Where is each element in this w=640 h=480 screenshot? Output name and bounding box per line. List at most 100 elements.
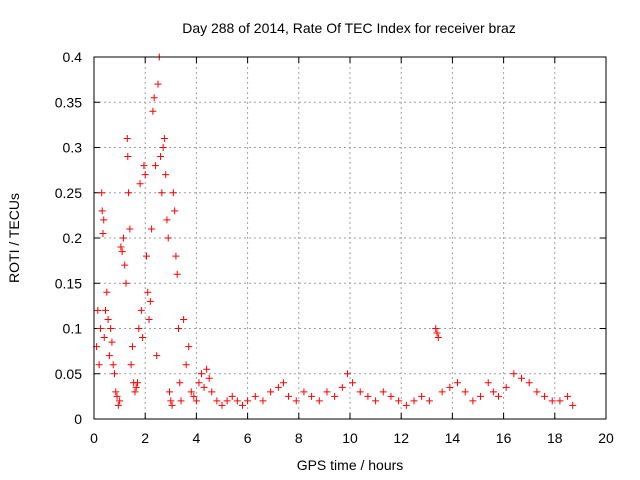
data-point bbox=[131, 388, 139, 396]
data-point bbox=[171, 207, 179, 215]
data-point bbox=[134, 379, 142, 387]
data-point bbox=[402, 401, 410, 409]
data-point bbox=[118, 248, 126, 256]
data-point bbox=[349, 379, 357, 387]
data-point bbox=[94, 306, 102, 314]
x-tick-label: 12 bbox=[393, 430, 409, 446]
data-point bbox=[119, 234, 127, 242]
data-point bbox=[223, 397, 231, 405]
data-point bbox=[136, 180, 144, 188]
data-point bbox=[167, 397, 175, 405]
data-point bbox=[244, 397, 252, 405]
x-tick-label: 0 bbox=[90, 430, 98, 446]
data-point bbox=[533, 388, 541, 396]
data-point bbox=[484, 379, 492, 387]
data-point bbox=[141, 171, 149, 179]
data-point bbox=[105, 352, 113, 360]
data-point bbox=[218, 401, 226, 409]
y-tick-label: 0.3 bbox=[63, 140, 83, 156]
y-axis-title: ROTI / TECUs bbox=[6, 193, 22, 283]
data-point bbox=[461, 388, 469, 396]
data-point bbox=[564, 392, 572, 400]
plot-frame bbox=[93, 56, 607, 420]
data-point bbox=[425, 397, 433, 405]
data-point bbox=[267, 388, 275, 396]
data-point bbox=[510, 370, 518, 378]
data-point bbox=[259, 397, 267, 405]
data-point bbox=[107, 325, 115, 332]
data-point bbox=[139, 334, 147, 342]
data-point bbox=[110, 370, 118, 378]
x-tick-label: 2 bbox=[141, 430, 149, 446]
data-point bbox=[150, 94, 158, 102]
x-tick-label: 20 bbox=[598, 430, 614, 446]
data-point bbox=[128, 343, 136, 351]
x-tick-label: 18 bbox=[547, 430, 563, 446]
y-tick-label: 0.05 bbox=[55, 366, 82, 382]
data-point bbox=[176, 379, 184, 387]
data-point bbox=[548, 397, 556, 405]
y-tick-label: 0.15 bbox=[55, 275, 82, 291]
data-point bbox=[142, 252, 150, 260]
data-point bbox=[187, 388, 195, 396]
data-point bbox=[432, 325, 440, 332]
data-point bbox=[233, 397, 241, 405]
data-point bbox=[102, 306, 110, 314]
data-point bbox=[198, 370, 206, 378]
data-point bbox=[132, 383, 140, 391]
data-point bbox=[172, 252, 180, 260]
data-point bbox=[502, 383, 510, 391]
y-tick-label: 0 bbox=[74, 411, 82, 427]
data-point bbox=[137, 306, 145, 314]
data-point bbox=[146, 297, 154, 305]
data-point bbox=[109, 361, 117, 369]
data-point bbox=[126, 225, 134, 233]
data-point bbox=[274, 383, 282, 391]
data-point bbox=[98, 189, 106, 197]
data-point bbox=[489, 388, 497, 396]
data-point bbox=[104, 315, 112, 323]
data-point bbox=[469, 397, 477, 405]
data-point bbox=[238, 401, 246, 409]
data-point bbox=[173, 270, 181, 278]
data-point bbox=[185, 343, 193, 351]
data-point bbox=[372, 397, 380, 405]
data-point bbox=[308, 392, 316, 400]
x-tick-label: 10 bbox=[342, 430, 358, 446]
data-point bbox=[200, 383, 208, 391]
data-point bbox=[99, 229, 107, 237]
data-point bbox=[122, 279, 130, 287]
data-point bbox=[177, 397, 185, 405]
y-tick-label: 0.35 bbox=[55, 94, 82, 110]
data-point bbox=[100, 216, 108, 224]
y-tick-label: 0.4 bbox=[63, 49, 83, 65]
data-point bbox=[518, 374, 526, 382]
data-point bbox=[541, 392, 549, 400]
data-point bbox=[364, 392, 372, 400]
data-point bbox=[151, 162, 159, 170]
data-point bbox=[433, 329, 441, 337]
data-point bbox=[315, 397, 323, 405]
data-point bbox=[174, 325, 182, 332]
data-point bbox=[331, 392, 339, 400]
data-point bbox=[446, 383, 454, 391]
data-point bbox=[169, 189, 177, 197]
x-tick-labels: 0 2 4 6 8 10 12 14 16 18 20 bbox=[90, 430, 614, 446]
data-point bbox=[168, 401, 176, 409]
data-point bbox=[145, 315, 153, 323]
data-point bbox=[323, 388, 331, 396]
data-point bbox=[190, 392, 198, 400]
data-point bbox=[125, 189, 133, 197]
data-point bbox=[525, 379, 533, 387]
data-point bbox=[251, 392, 259, 400]
data-point bbox=[300, 388, 308, 396]
data-point bbox=[149, 107, 157, 115]
data-point bbox=[556, 397, 564, 405]
y-tick-label: 0.25 bbox=[55, 185, 82, 201]
data-point bbox=[418, 392, 426, 400]
x-tick-label: 6 bbox=[244, 430, 252, 446]
data-point bbox=[192, 397, 200, 405]
data-point bbox=[116, 397, 124, 405]
data-point bbox=[343, 370, 351, 378]
